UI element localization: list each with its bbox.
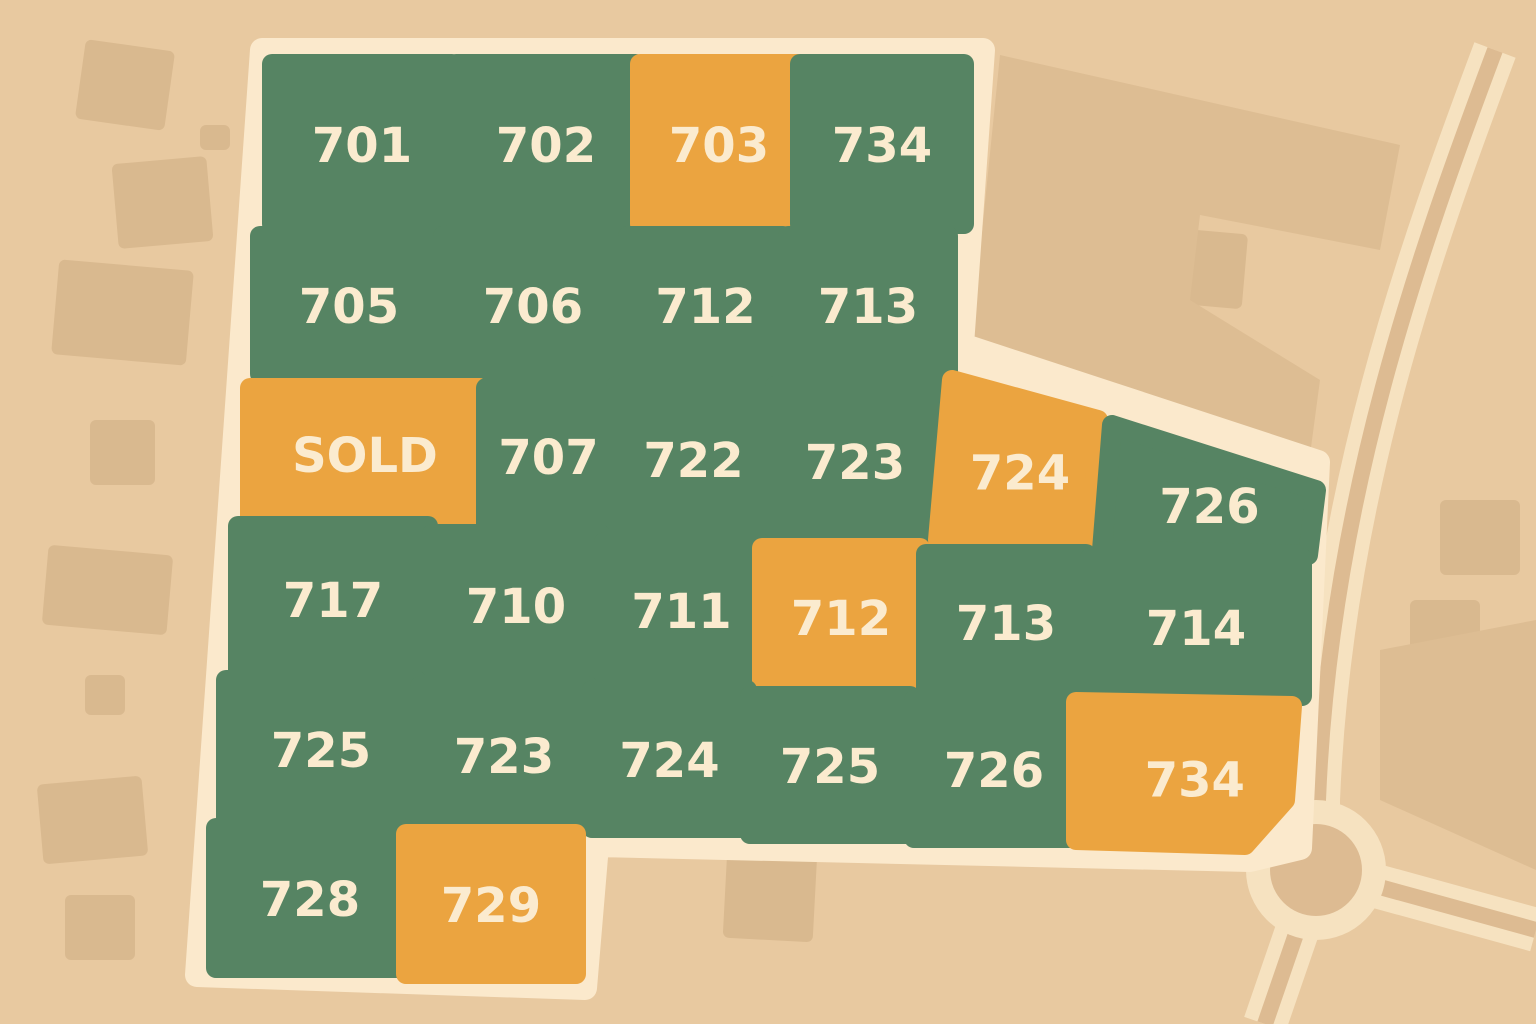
lot-shape [1080, 548, 1312, 706]
lot-707[interactable]: 707 [476, 378, 621, 534]
lot-724[interactable]: 724 [582, 680, 757, 838]
lot-label: 713 [956, 596, 1056, 652]
building [85, 675, 125, 715]
building [1440, 500, 1520, 575]
lot-label: 723 [454, 729, 554, 785]
building [75, 39, 175, 131]
lot-723[interactable]: 723 [765, 376, 945, 546]
lot-712[interactable]: 712 [618, 226, 793, 384]
lot-sold[interactable]: SOLD [240, 378, 490, 530]
lot-label: 728 [260, 872, 360, 928]
lot-705[interactable]: 705 [250, 226, 448, 384]
lot-713[interactable]: 713 [916, 544, 1096, 700]
lot-706[interactable]: 706 [433, 226, 633, 384]
building [37, 776, 148, 864]
lot-label: 726 [1159, 479, 1259, 535]
lot-shape [396, 824, 586, 984]
lot-label: 722 [643, 433, 743, 489]
lot-shape [790, 54, 974, 234]
lot-label: 703 [669, 118, 769, 174]
lot-label: 726 [944, 743, 1044, 799]
lot-label: 701 [312, 118, 412, 174]
lot-label: 729 [441, 878, 541, 934]
building [42, 545, 173, 635]
road-network [1244, 42, 1536, 1024]
building [970, 55, 1400, 455]
lot-714[interactable]: 714 [1080, 548, 1312, 706]
lot-712[interactable]: 712 [752, 538, 930, 696]
lot-label: 724 [970, 445, 1070, 501]
lot-722[interactable]: 722 [606, 376, 781, 542]
lot-label: 725 [271, 723, 371, 779]
lot-717[interactable]: 717 [228, 516, 438, 682]
lot-label: 707 [498, 430, 598, 486]
lot-726[interactable]: 726 [904, 690, 1084, 848]
lot-724[interactable]: 724 [928, 370, 1108, 555]
building [51, 259, 194, 366]
building [723, 848, 817, 942]
lot-723[interactable]: 723 [410, 676, 598, 834]
lot-label: 702 [496, 118, 596, 174]
lot-label: 706 [483, 279, 583, 335]
lot-701[interactable]: 701 [262, 54, 462, 234]
lot-725[interactable]: 725 [740, 686, 920, 844]
building [200, 125, 230, 150]
lot-label: 723 [805, 435, 905, 491]
lot-label: 734 [1145, 753, 1245, 809]
lot-label: 717 [283, 573, 383, 629]
surrounding-buildings [37, 39, 1536, 960]
lot-label: 705 [299, 279, 399, 335]
lot-label: 711 [631, 584, 731, 640]
lot-shape [928, 370, 1108, 555]
lot-710[interactable]: 710 [422, 524, 610, 686]
lot-label: 725 [780, 739, 880, 795]
building [111, 156, 214, 249]
lot-729[interactable]: 729 [396, 824, 586, 984]
lot-734[interactable]: 734 [790, 54, 974, 234]
lot-label: 712 [791, 591, 891, 647]
building [90, 420, 155, 485]
building [1380, 620, 1536, 870]
lot-label: 713 [818, 279, 918, 335]
lot-label: 710 [466, 579, 566, 635]
lot-label: 724 [619, 733, 719, 789]
road-median [1310, 47, 1503, 870]
building [65, 895, 135, 960]
lot-shape [1066, 692, 1302, 855]
lot-703[interactable]: 703 [630, 54, 808, 234]
lot-728[interactable]: 728 [206, 818, 414, 978]
lot-713[interactable]: 713 [778, 226, 958, 384]
lots: 701 702 703 734 705 706 712 713 SOLD 707 722 723 724… [206, 54, 1326, 984]
lot-label: 734 [832, 118, 932, 174]
lot-734[interactable]: 734 [1066, 692, 1302, 855]
lot-711[interactable]: 711 [594, 532, 769, 688]
lot-725[interactable]: 725 [216, 670, 426, 828]
lot-label: SOLD [292, 428, 438, 484]
lot-702[interactable]: 702 [446, 54, 646, 234]
lot-label: 714 [1146, 601, 1246, 657]
lot-label: 712 [655, 279, 755, 335]
